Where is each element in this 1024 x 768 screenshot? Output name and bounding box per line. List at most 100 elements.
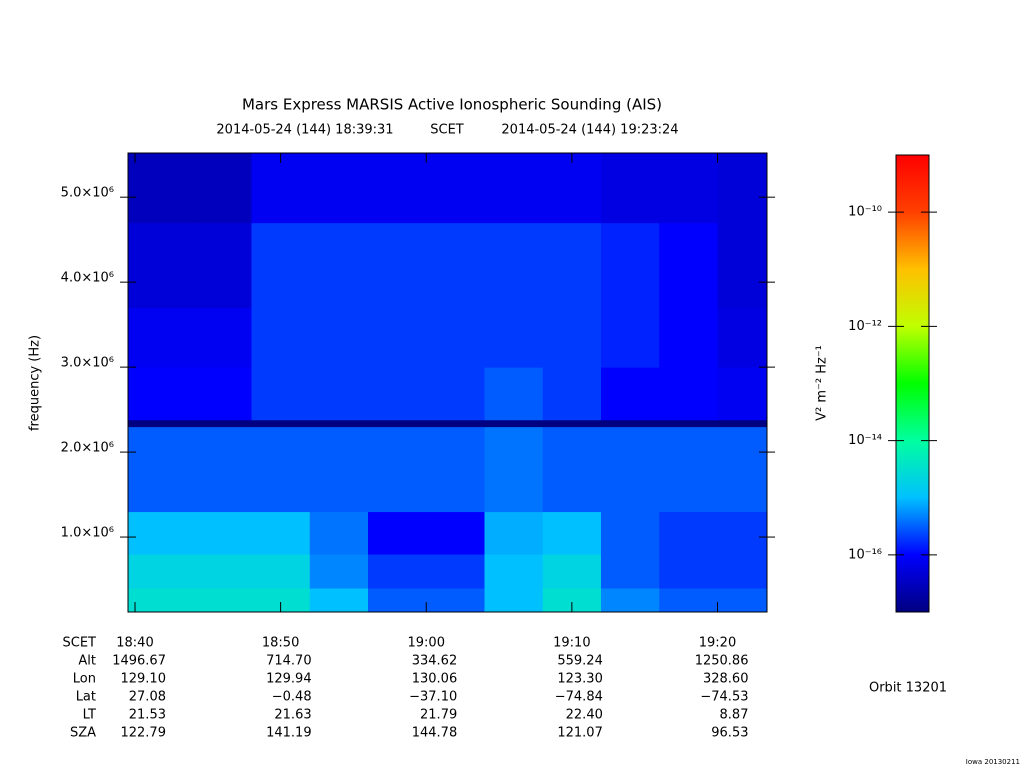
spectrogram-cell	[717, 307, 768, 368]
spectrogram-cell	[600, 426, 660, 513]
ephemeris-value: 559.24	[557, 654, 603, 669]
ephemeris-value: −37.10	[409, 690, 457, 705]
spectrogram-cell	[426, 153, 485, 224]
x-tick-label: 19:10	[553, 636, 590, 651]
spectrogram-cell	[484, 153, 544, 224]
ephemeris-label: SCET	[63, 636, 97, 651]
spectrogram-cell	[542, 367, 602, 421]
time-system: SCET	[430, 123, 464, 138]
spectrogram-cell	[367, 426, 427, 513]
ephemeris-value: 144.78	[412, 726, 458, 741]
ephemeris-value: 8.87	[720, 708, 749, 723]
colorbar-tick-label: 10⁻¹⁴	[848, 433, 882, 448]
spectrogram-cell	[717, 367, 768, 421]
y-tick-label: 5.0×10⁶	[61, 186, 114, 201]
spectrogram-cell	[600, 554, 660, 589]
plot-frame	[127, 152, 768, 613]
spectrogram-cell	[542, 511, 602, 555]
start-time: 2014-05-24 (144) 18:39:31	[216, 123, 393, 138]
ephemeris-value: 96.53	[711, 726, 748, 741]
colorbar-tick-label: 10⁻¹²	[848, 319, 882, 334]
spectrogram-cell	[251, 511, 311, 555]
spectrogram-cell	[542, 153, 602, 224]
ephemeris-value: 328.60	[703, 672, 749, 687]
x-tick-label: 18:50	[262, 636, 299, 651]
ephemeris-value: 714.70	[266, 654, 312, 669]
spectrogram-cell	[309, 307, 369, 368]
spectrogram-cell	[542, 426, 602, 513]
spectrogram-cell	[309, 511, 369, 555]
y-tick-label: 3.0×10⁶	[61, 356, 114, 371]
spectrogram-cell	[426, 554, 485, 589]
spectrogram-cell	[128, 554, 194, 589]
spectrogram-cell	[309, 588, 369, 613]
ephemeris-label: SZA	[70, 726, 96, 741]
colorbar-label: V² m⁻² Hz⁻¹	[815, 345, 830, 421]
spectrogram-cell	[484, 367, 544, 421]
spectrogram-cell	[367, 307, 427, 368]
spectrogram-cell	[659, 307, 718, 368]
spectrogram-cell	[659, 588, 718, 613]
orbit: Orbit 13201	[869, 681, 947, 696]
colorbar-tick-label: 10⁻¹⁶	[848, 547, 882, 562]
y-tick-label: 1.0×10⁶	[61, 526, 114, 541]
spectrogram-cell	[484, 426, 544, 513]
ephemeris-label: Lat	[76, 690, 96, 705]
spectrogram-cell	[484, 554, 544, 589]
spectrogram-cell	[309, 222, 369, 309]
ephemeris-value: 129.10	[120, 672, 166, 687]
spectrogram-cell	[600, 153, 660, 224]
colorbar	[895, 154, 930, 613]
spectrogram-cell	[193, 153, 252, 224]
spectrogram-cell	[367, 222, 427, 309]
spectrogram-cell	[251, 307, 311, 368]
ephemeris-value: 21.63	[274, 708, 311, 723]
spectrogram-cell	[484, 307, 544, 368]
spectrogram-cell	[193, 511, 252, 555]
spectrogram-cell	[717, 426, 768, 513]
credit: Iowa 20130211	[966, 758, 1020, 766]
x-tick-label: 19:20	[699, 636, 736, 651]
ephemeris-value: −74.84	[555, 690, 603, 705]
spectrogram-cell	[542, 307, 602, 368]
spectrogram-cell	[309, 554, 369, 589]
spectrogram-cell	[542, 419, 602, 428]
spectrogram-cell	[426, 588, 485, 613]
ephemeris-value: 123.30	[557, 672, 603, 687]
spectrogram-cell	[600, 511, 660, 555]
spectrogram-cell	[251, 222, 311, 309]
spectrogram-cell	[367, 511, 427, 555]
spectrogram-cell	[659, 153, 718, 224]
spectrogram-cell	[659, 554, 718, 589]
spectrogram-cell	[717, 511, 768, 555]
spectrogram-cell	[309, 419, 369, 428]
spectrogram-cell	[367, 554, 427, 589]
ephemeris-value: 27.08	[129, 690, 166, 705]
ephemeris-value: 21.79	[420, 708, 457, 723]
spectrogram-cell	[426, 222, 485, 309]
ephemeris-value: 1496.67	[112, 654, 166, 669]
spectrogram-cell	[717, 222, 768, 309]
spectrogram-cell	[600, 419, 660, 428]
spectrogram-cell	[251, 419, 311, 428]
y-axis-label: frequency (Hz)	[28, 335, 43, 431]
ephemeris-value: 1250.86	[695, 654, 749, 669]
spectrogram-cell	[659, 426, 718, 513]
spectrogram-cell	[717, 588, 768, 613]
colorbar-tick-label: 10⁻¹⁰	[848, 205, 882, 220]
spectrogram-cell	[600, 367, 660, 421]
spectrogram-cell	[128, 419, 194, 428]
ephemeris-value: 122.79	[120, 726, 166, 741]
spectrogram-cell	[659, 511, 718, 555]
spectrogram-cell	[193, 367, 252, 421]
ephemeris-value: 121.07	[557, 726, 603, 741]
spectrogram-cell	[309, 153, 369, 224]
spectrogram-cell	[251, 367, 311, 421]
spectrogram-cell	[542, 554, 602, 589]
spectrogram-cell	[251, 153, 311, 224]
spectrogram-cell	[128, 153, 194, 224]
spectrogram-cell	[367, 419, 427, 428]
spectrogram-cell	[484, 511, 544, 555]
spectrogram-cell	[367, 367, 427, 421]
